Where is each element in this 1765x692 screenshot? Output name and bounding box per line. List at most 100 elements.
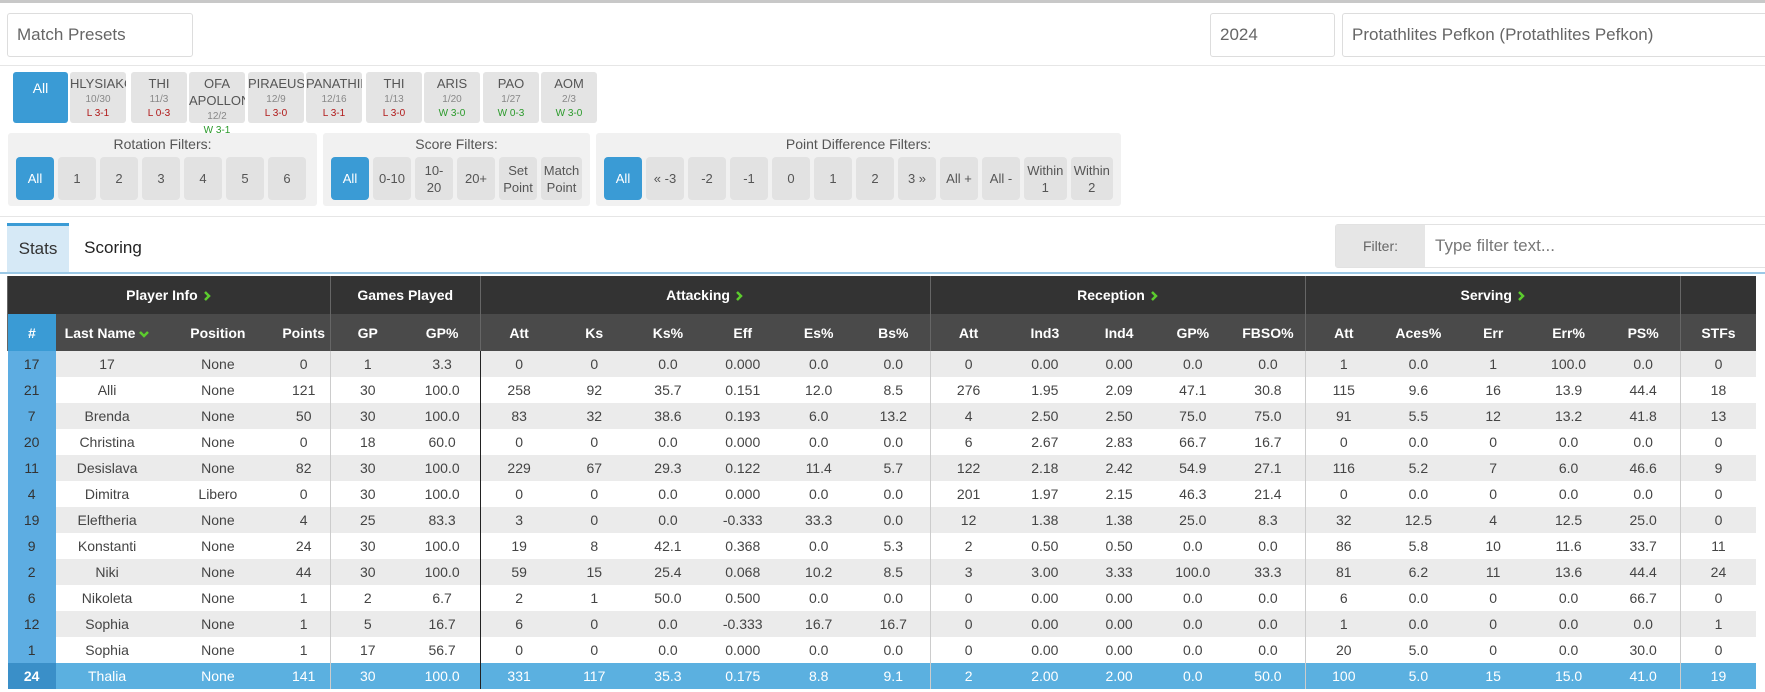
match-button[interactable]: OFA APOLLON 12/2 W 3-1 <box>189 72 245 136</box>
column-header[interactable]: Aces% <box>1381 314 1455 351</box>
table-cell: 30 <box>329 403 405 429</box>
filter-button[interactable]: Within 2 <box>1070 157 1113 200</box>
group-header[interactable]: Attacking <box>479 276 931 314</box>
table-cell: 1 <box>590 590 599 606</box>
filter-button[interactable]: 6 <box>268 157 306 200</box>
group-header[interactable]: Serving <box>1305 276 1681 314</box>
column-header[interactable]: Bs% <box>857 314 930 351</box>
filter-button[interactable]: Match Point <box>541 157 582 200</box>
filter-button[interactable]: 1 <box>58 157 96 200</box>
group-header[interactable]: Player Info <box>7 276 331 314</box>
table-cell: 1.95 <box>1031 382 1059 398</box>
filter-button[interactable]: 4 <box>184 157 222 200</box>
tab[interactable]: Stats <box>7 223 69 272</box>
column-header[interactable]: GP% <box>1155 314 1230 351</box>
table-row[interactable]: 2 Niki None 44 30 100.0 59 15 25.4 0.068 10.2 8.5 3 3… <box>7 559 1756 585</box>
filter-button[interactable]: 20+ <box>457 157 495 200</box>
filter-button[interactable]: 10-20 <box>415 157 453 200</box>
filter-button[interactable]: All <box>604 157 642 200</box>
table-cell: 0 <box>590 356 599 372</box>
column-header[interactable]: GP <box>329 314 405 351</box>
table-cell: None <box>201 408 235 424</box>
column-header[interactable]: Ind4 <box>1083 314 1155 351</box>
filter-button[interactable]: 5 <box>226 157 264 200</box>
filter-button[interactable]: 0-10 <box>373 157 411 200</box>
filter-button[interactable]: All - <box>982 157 1020 200</box>
table-cell: 12 <box>7 611 56 637</box>
filter-button[interactable]: All <box>331 157 369 200</box>
filter-button[interactable]: Set Point <box>499 157 537 200</box>
column-header[interactable]: Es% <box>780 314 857 351</box>
filter-button[interactable]: 2 <box>100 157 138 200</box>
match-button[interactable]: THI 11/3 L 0-3 <box>131 72 187 123</box>
table-cell: 0 <box>1680 351 1756 377</box>
table-row[interactable]: 9 Konstanti None 24 30 100.0 19 8 42.1 0.368 0.0 5.… <box>7 533 1756 559</box>
season-select[interactable]: 2024 <box>1210 13 1335 57</box>
match-button[interactable]: ARIS 1/20 W 3-0 <box>424 72 480 123</box>
table-cell: Dimitra <box>84 486 130 502</box>
column-header[interactable]: PS% <box>1606 314 1680 351</box>
column-header[interactable]: GP% <box>405 314 480 351</box>
filter-button[interactable]: 3 <box>142 157 180 200</box>
table-row[interactable]: 1 Sophia None 1 17 56.7 0 0 0.0 0.000 0.0 0.0 0 0.00 0… <box>7 637 1756 663</box>
table-cell: Alli <box>97 382 117 398</box>
table-cell: 16.7 <box>428 616 456 632</box>
table-cell: 16 <box>1485 382 1501 398</box>
column-header[interactable]: FBSO% <box>1230 314 1305 351</box>
filter-button[interactable]: All <box>16 157 54 200</box>
column-header[interactable]: # <box>6 314 56 351</box>
match-button[interactable]: PAO 1/27 W 0-3 <box>483 72 539 123</box>
table-cell: 0.0 <box>808 356 829 372</box>
table-row[interactable]: 19 Eleftheria None 4 25 83.3 3 0 0.0 -0.333 33.3 0.… <box>7 507 1756 533</box>
column-header[interactable]: Att <box>1305 314 1382 351</box>
column-header[interactable]: Eff <box>705 314 780 351</box>
table-row[interactable]: 20 Christina None 0 18 60.0 0 0 0.0 0.000 0.0 0.0 6 2… <box>7 429 1756 455</box>
tab[interactable]: Scoring <box>84 237 142 257</box>
table-cell: 0 <box>1680 585 1756 611</box>
table-cell: 0.0 <box>658 642 678 658</box>
match-button[interactable]: PANATHINAIKOS 12/16 L 3-1 <box>306 72 362 123</box>
team-select[interactable]: Protathlites Pefkon (Protathlites Pefkon… <box>1342 13 1765 57</box>
table-row[interactable]: 12 Sophia None 1 5 16.7 6 0 0.0 -0.333 16.7 16.7 0 0.… <box>7 611 1756 637</box>
table-cell: 0 <box>1680 429 1756 455</box>
filter-button[interactable]: 2 <box>856 157 894 200</box>
column-header[interactable]: Ks% <box>631 314 705 351</box>
table-cell: 1.38 <box>1031 512 1059 528</box>
column-header[interactable]: Ind3 <box>1007 314 1084 351</box>
table-row[interactable]: 6 Nikoleta None 1 2 6.7 2 1 50.0 0.500 0.0 0.0 0 0.00… <box>7 585 1756 611</box>
match-button[interactable]: PIRAEUS 12/9 L 3-0 <box>248 72 304 123</box>
column-header[interactable]: STFs <box>1680 314 1756 351</box>
column-header[interactable]: Position <box>158 314 277 351</box>
table-row[interactable]: 11 Desislava None 82 30 100.0 229 67 29.3 0.122 11… <box>7 455 1756 481</box>
filter-button[interactable]: 1 <box>814 157 852 200</box>
filter-button[interactable]: 0 <box>772 157 810 200</box>
match-button[interactable]: AOM 2/3 W 3-0 <box>541 72 597 123</box>
match-button[interactable]: All <box>13 72 68 123</box>
column-header[interactable]: Err% <box>1531 314 1606 351</box>
column-header[interactable]: Last Name <box>56 314 158 351</box>
match-button[interactable]: THI 1/13 L 3-0 <box>366 72 422 123</box>
group-header[interactable]: Reception <box>929 276 1306 314</box>
table-cell: 2.83 <box>1105 434 1133 450</box>
filter-button[interactable]: -2 <box>688 157 726 200</box>
table-row[interactable]: 24 Thalia None 141 30 100.0 331 117 35.3 0.175 8.8… <box>7 663 1756 689</box>
column-header[interactable]: Points <box>278 314 331 351</box>
filter-button[interactable]: « -3 <box>646 157 684 200</box>
table-row[interactable]: 7 Brenda None 50 30 100.0 83 32 38.6 0.193 6.0 13.2… <box>7 403 1756 429</box>
presets-select[interactable]: Match Presets <box>7 13 193 57</box>
table-row[interactable]: 4 Dimitra Libero 0 30 100.0 0 0 0.0 0.000 0.0 0.0 20… <box>7 481 1756 507</box>
table-cell: 0.0 <box>1633 356 1653 372</box>
filter-button[interactable]: 3 » <box>898 157 936 200</box>
table-cell: 0.0 <box>808 486 829 502</box>
filter-button[interactable]: Within 1 <box>1024 157 1067 200</box>
column-header[interactable]: Att <box>929 314 1007 351</box>
match-button[interactable]: HLYSIAKOS 10/30 L 3-1 <box>70 72 126 123</box>
table-row[interactable]: 17 17 None 0 1 3.3 0 0 0.0 0.000 0.0 0.0 0 0.00 0.00 0.… <box>7 351 1756 377</box>
column-header[interactable]: Err <box>1456 314 1531 351</box>
table-row[interactable]: 21 Alli None 121 30 100.0 258 92 35.7 0.151 12.0 8.… <box>7 377 1756 403</box>
filter-input[interactable]: Type filter text... <box>1435 236 1555 255</box>
column-header[interactable]: Att <box>479 314 558 351</box>
column-header[interactable]: Ks <box>558 314 631 351</box>
filter-button[interactable]: -1 <box>730 157 768 200</box>
filter-button[interactable]: All + <box>940 157 978 200</box>
